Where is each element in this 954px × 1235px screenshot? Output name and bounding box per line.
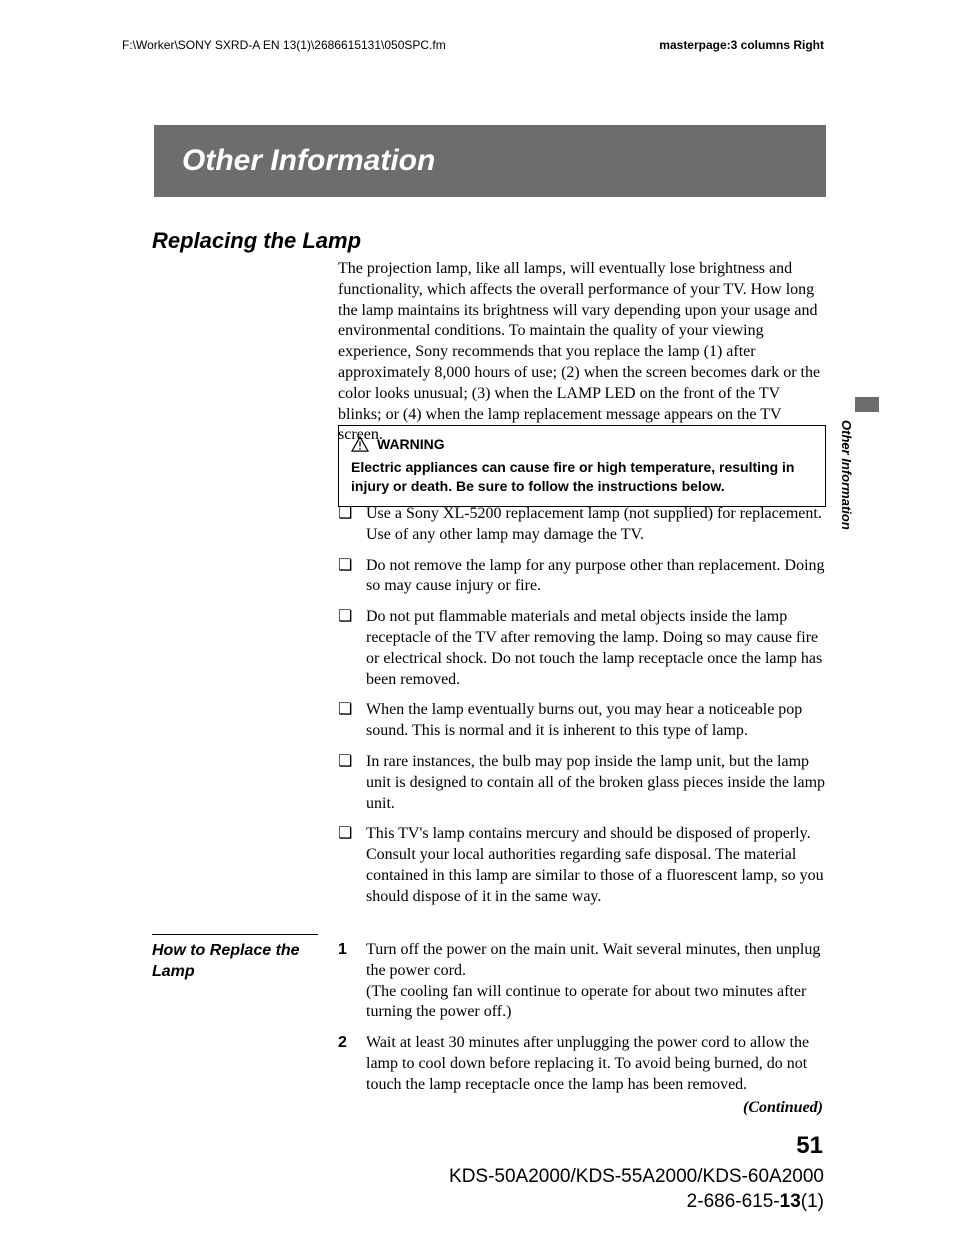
- bullet-text: This TV's lamp contains mercury and shou…: [366, 824, 826, 907]
- continued-label: (Continued): [743, 1099, 823, 1117]
- bullet-item: ❏ Do not remove the lamp for any purpose…: [338, 556, 826, 598]
- bullet-icon: ❏: [338, 504, 352, 546]
- file-path: F:\Worker\SONY SXRD-A EN 13(1)\268661513…: [122, 38, 446, 52]
- step-number: 1: [338, 940, 352, 1023]
- bullet-icon: ❏: [338, 824, 352, 907]
- step-main: Turn off the power on the main unit. Wai…: [366, 941, 820, 979]
- bullet-text: In rare instances, the bulb may pop insi…: [366, 752, 826, 814]
- bullet-item: ❏ This TV's lamp contains mercury and sh…: [338, 824, 826, 907]
- bullet-icon: ❏: [338, 607, 352, 690]
- step-body: Wait at least 30 minutes after unpluggin…: [366, 1033, 826, 1095]
- step-item: 1 Turn off the power on the main unit. W…: [338, 940, 826, 1023]
- bullet-text: Do not put flammable materials and metal…: [366, 607, 826, 690]
- intro-paragraph: The projection lamp, like all lamps, wil…: [338, 259, 826, 446]
- docnum-bold: 13: [780, 1191, 801, 1212]
- bullet-item: ❏ When the lamp eventually burns out, yo…: [338, 700, 826, 742]
- footer-models: KDS-50A2000/KDS-55A2000/KDS-60A2000: [449, 1164, 824, 1190]
- step-body: Turn off the power on the main unit. Wai…: [366, 940, 826, 1023]
- bullet-text: Use a Sony XL-5200 replacement lamp (not…: [366, 504, 826, 546]
- footer-docnum: 2-686-615-13(1): [449, 1189, 824, 1215]
- step-item: 2 Wait at least 30 minutes after unplugg…: [338, 1033, 826, 1095]
- docnum-prefix: 2-686-615-: [687, 1191, 780, 1212]
- page-header: F:\Worker\SONY SXRD-A EN 13(1)\268661513…: [122, 38, 824, 52]
- side-tab-mark: [855, 397, 879, 412]
- step-list: 1 Turn off the power on the main unit. W…: [338, 940, 826, 1106]
- bullet-icon: ❏: [338, 556, 352, 598]
- warning-triangle-icon: [351, 436, 369, 452]
- step-number: 2: [338, 1033, 352, 1095]
- warning-box: WARNING Electric appliances can cause fi…: [338, 425, 826, 507]
- step-note: (The cooling fan will continue to operat…: [366, 983, 806, 1021]
- bullet-list: ❏ Use a Sony XL-5200 replacement lamp (n…: [338, 504, 826, 918]
- bullet-item: ❏ Use a Sony XL-5200 replacement lamp (n…: [338, 504, 826, 546]
- chapter-title: Other Information: [182, 144, 435, 178]
- warning-label: WARNING: [377, 436, 445, 452]
- page-footer: KDS-50A2000/KDS-55A2000/KDS-60A2000 2-68…: [449, 1164, 824, 1215]
- subsection-heading: How to Replace the Lamp: [152, 934, 318, 983]
- side-tab-label: Other Information: [839, 420, 854, 530]
- step-main: Wait at least 30 minutes after unpluggin…: [366, 1034, 809, 1093]
- bullet-icon: ❏: [338, 752, 352, 814]
- bullet-icon: ❏: [338, 700, 352, 742]
- warning-text: Electric appliances can cause fire or hi…: [351, 458, 813, 496]
- docnum-suffix: (1): [801, 1191, 824, 1212]
- warning-header: WARNING: [351, 436, 813, 452]
- bullet-item: ❏ In rare instances, the bulb may pop in…: [338, 752, 826, 814]
- chapter-banner: Other Information: [154, 125, 826, 197]
- bullet-text: When the lamp eventually burns out, you …: [366, 700, 826, 742]
- bullet-item: ❏ Do not put flammable materials and met…: [338, 607, 826, 690]
- bullet-text: Do not remove the lamp for any purpose o…: [366, 556, 826, 598]
- masterpage-label: masterpage:3 columns Right: [659, 38, 824, 52]
- page-number: 51: [796, 1132, 823, 1160]
- section-heading: Replacing the Lamp: [152, 228, 361, 254]
